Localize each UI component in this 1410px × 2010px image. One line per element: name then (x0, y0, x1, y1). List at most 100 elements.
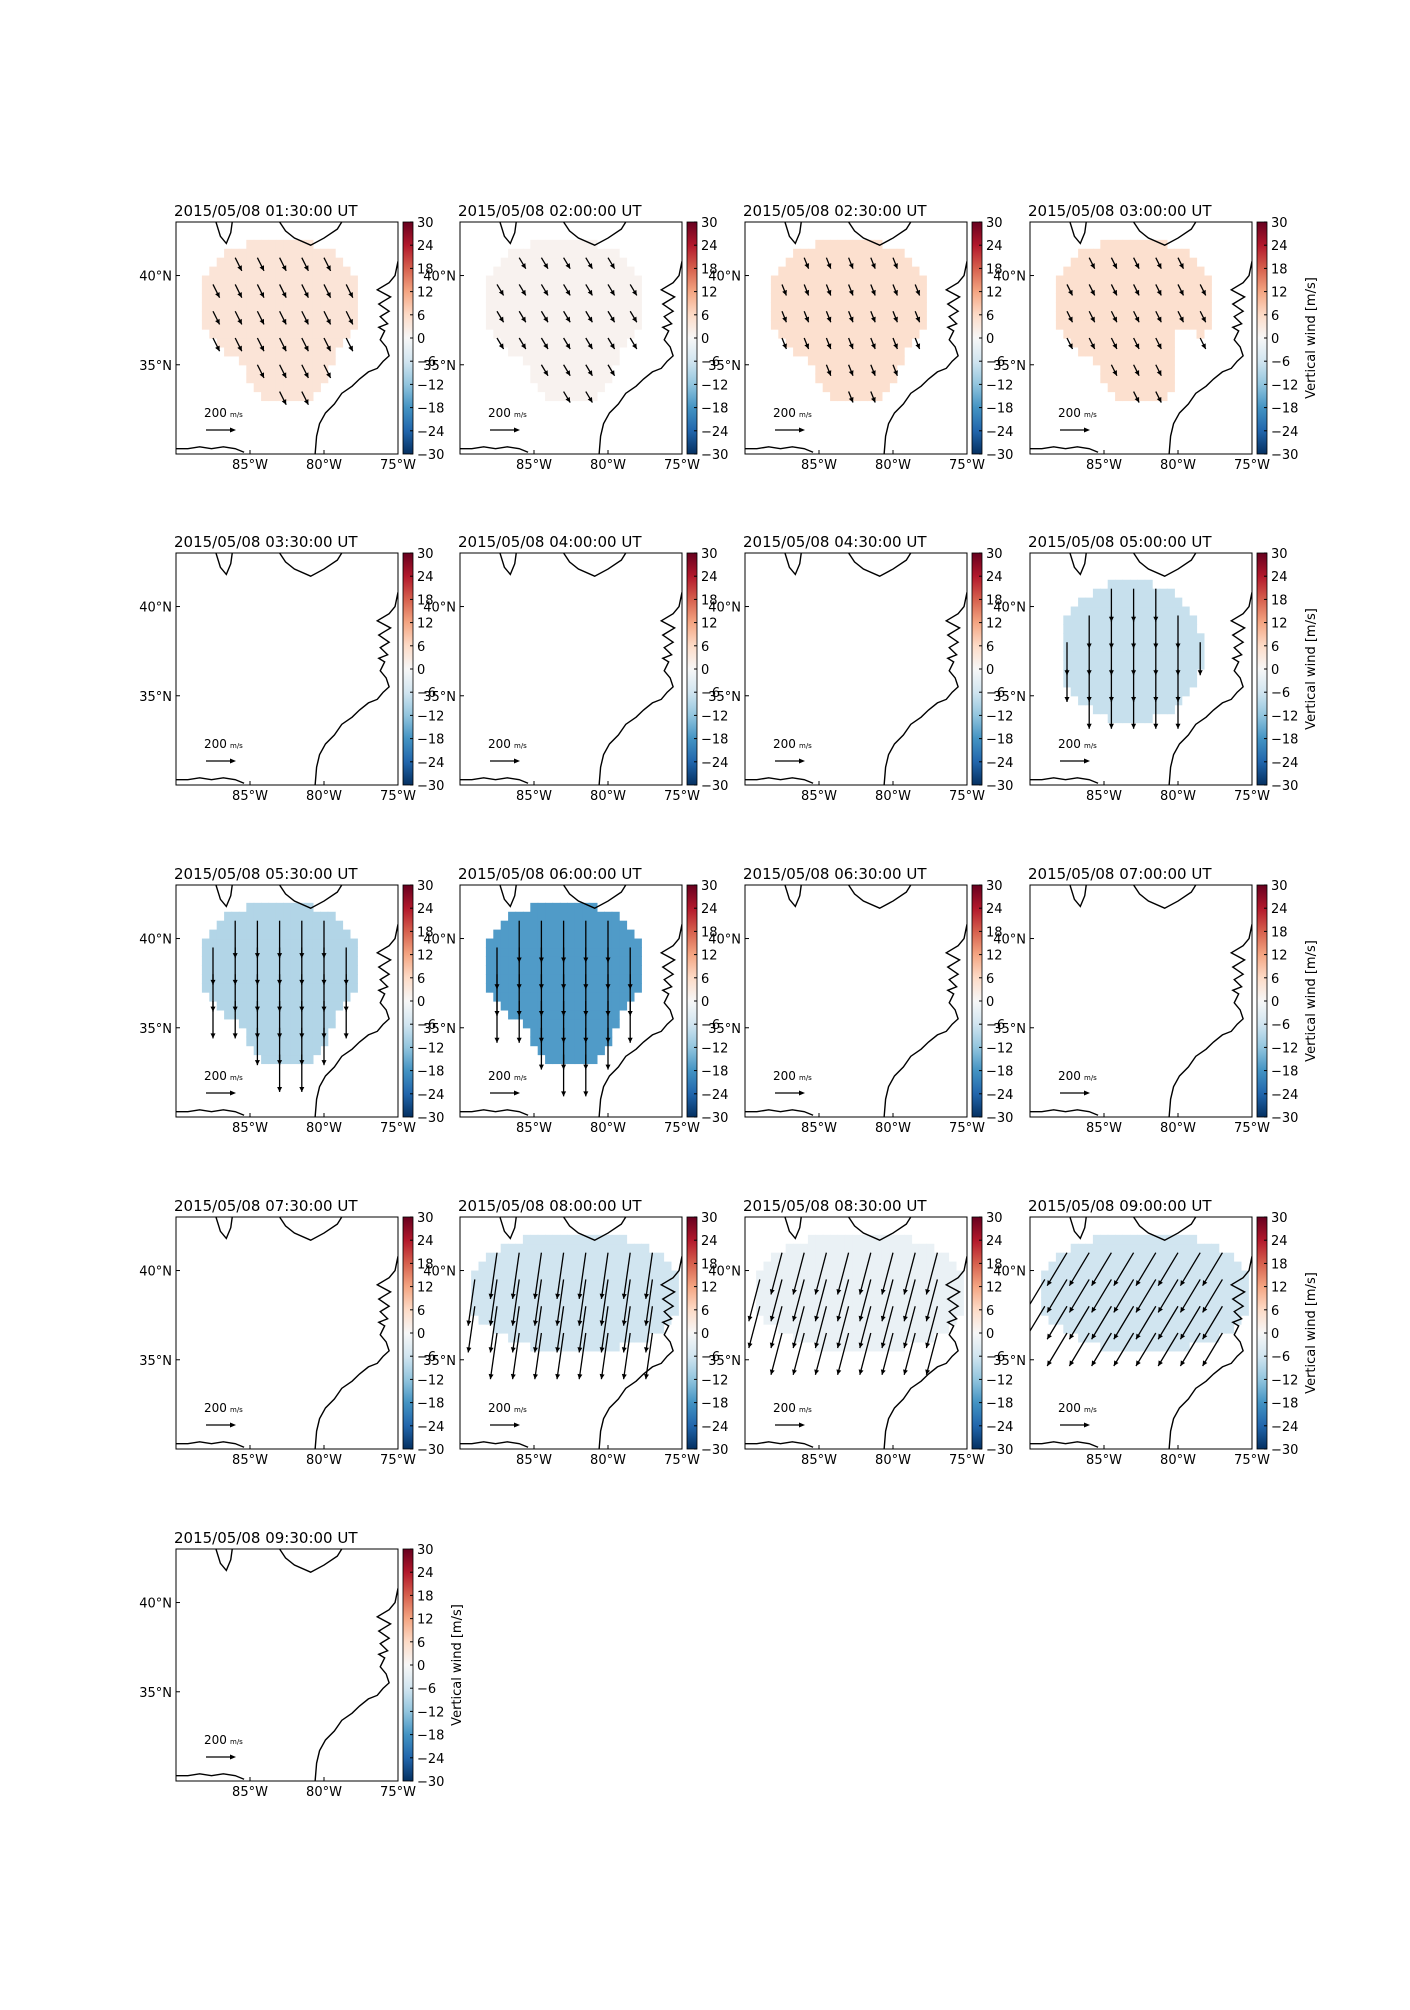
data-cell (335, 275, 344, 286)
data-cell (559, 373, 568, 384)
data-cell (312, 355, 321, 366)
data-cell (626, 1252, 635, 1263)
data-cell (1070, 293, 1079, 303)
data-cell (298, 248, 307, 259)
map-frame (1029, 221, 1253, 455)
data-cell (830, 382, 839, 393)
data-cell (574, 920, 583, 931)
data-cell (1070, 338, 1079, 348)
data-cell (633, 974, 642, 984)
wind-arrow-head (565, 343, 571, 349)
data-cell (537, 293, 546, 303)
wind-arrow-head (303, 265, 309, 271)
data-cell (298, 902, 307, 913)
data-cell (1144, 695, 1153, 706)
colorbar-tick-label: 12 (701, 286, 718, 301)
data-cell (246, 266, 255, 277)
data-cell (275, 382, 284, 393)
data-cell (275, 266, 284, 277)
y-tick-label: 35°N (708, 1022, 741, 1037)
data-cell (1174, 1333, 1183, 1343)
data-cell (290, 929, 299, 940)
data-cell (290, 338, 299, 348)
wind-arrow-head (627, 1011, 633, 1017)
wind-arrow-head (1047, 1306, 1052, 1313)
wind-arrow (1091, 1279, 1112, 1313)
data-cell (656, 1315, 665, 1325)
data-cell (859, 1270, 868, 1281)
data-cell (852, 275, 861, 286)
data-cell (1070, 320, 1079, 330)
data-cell (1129, 329, 1138, 339)
data-cell (1137, 239, 1146, 250)
data-cell (574, 1341, 583, 1352)
colorbar-tick-label: −6 (701, 1018, 720, 1033)
wind-arrow (881, 1306, 894, 1349)
data-cell (290, 920, 299, 931)
data-cell (574, 1045, 583, 1056)
data-cell (1092, 1324, 1101, 1334)
data-cell (1189, 1306, 1198, 1316)
data-cell (1115, 338, 1124, 348)
data-cell (349, 275, 358, 286)
data-cell (1189, 1252, 1198, 1263)
data-cell (815, 1333, 824, 1343)
data-cell (522, 1001, 531, 1011)
data-cell (552, 911, 561, 922)
data-cell (327, 992, 336, 1002)
wind-arrow-head (1112, 289, 1117, 296)
data-cell (1137, 588, 1146, 599)
data-cell (778, 1279, 787, 1289)
x-tick-label: 75°W (1234, 1121, 1270, 1136)
data-cell (1122, 1297, 1131, 1307)
data-cell (874, 1315, 883, 1325)
data-cell (559, 293, 568, 303)
data-cell (830, 1306, 839, 1316)
data-cell (1063, 1261, 1072, 1272)
data-cell (522, 1009, 531, 1020)
data-cell (268, 956, 277, 966)
data-cell (327, 266, 336, 277)
data-cell (246, 248, 255, 259)
data-cell (1181, 633, 1190, 643)
data-cell (1100, 1261, 1109, 1272)
data-cell (596, 1306, 605, 1316)
data-cell (246, 338, 255, 348)
data-cell (1115, 606, 1124, 617)
wind-arrow (578, 1279, 587, 1326)
data-cell (231, 346, 240, 357)
wind-arrow (1113, 1279, 1135, 1313)
data-cell (844, 329, 853, 339)
data-cell (941, 1252, 950, 1263)
wind-arrow-head (605, 984, 611, 990)
data-cell (530, 293, 539, 303)
data-cell (1181, 642, 1190, 652)
data-cell (231, 248, 240, 259)
colorbar-tick-label: −12 (986, 378, 1013, 393)
data-cell (859, 320, 868, 330)
data-cell (663, 1261, 672, 1272)
data-cell (844, 257, 853, 268)
data-cell (948, 1306, 957, 1316)
colorbar-tick-label: 12 (986, 1281, 1003, 1296)
data-cell (478, 1306, 487, 1316)
data-cell (312, 965, 321, 975)
data-cell (582, 1297, 591, 1307)
data-cell (626, 311, 635, 321)
data-cell (611, 1270, 620, 1281)
data-cell (537, 239, 546, 250)
data-cell (1137, 364, 1146, 375)
coastline-gulf (1030, 777, 1099, 784)
wind-arrow-head (561, 1011, 567, 1017)
data-cell (619, 1252, 628, 1263)
data-cell (1166, 606, 1175, 617)
data-cell (574, 1009, 583, 1020)
data-cell (485, 284, 494, 294)
data-cell (1226, 1297, 1235, 1307)
data-cell (327, 1001, 336, 1011)
data-cell (867, 257, 876, 268)
wind-arrow-head (1197, 670, 1203, 676)
data-cell (815, 373, 824, 384)
data-cell (209, 293, 218, 303)
data-cell (589, 929, 598, 940)
